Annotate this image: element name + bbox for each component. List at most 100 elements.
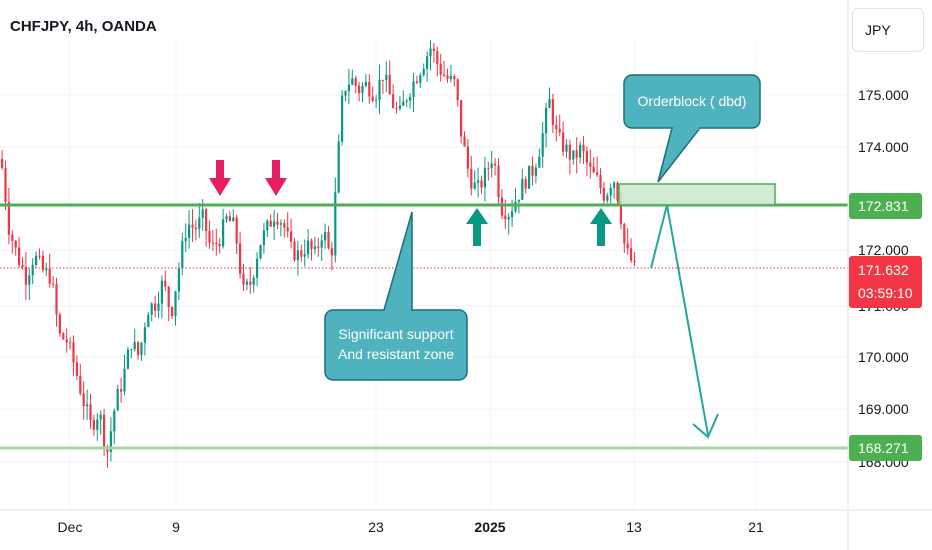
candle-body: [358, 85, 361, 94]
candle-body: [497, 165, 500, 198]
candle-body: [58, 314, 61, 334]
candle-body: [24, 267, 27, 285]
candle-body: [585, 150, 588, 163]
candle-body: [490, 163, 493, 169]
candle-body: [38, 255, 41, 257]
currency-selector[interactable]: JPY: [852, 8, 924, 52]
candle-body: [473, 182, 476, 189]
candle-body: [487, 167, 490, 169]
candle-body: [72, 342, 75, 363]
support-callout-join: [385, 308, 411, 312]
candle-body: [96, 419, 99, 430]
candle-body: [463, 136, 466, 147]
candle-body: [235, 217, 238, 244]
candle-body: [313, 246, 316, 249]
candle-body: [283, 223, 286, 228]
candle-body: [286, 227, 289, 232]
candle-body: [191, 224, 194, 228]
candle-body: [188, 224, 191, 238]
candle-body: [630, 248, 633, 261]
candle-body: [157, 303, 160, 311]
candle-body: [613, 182, 616, 188]
candle-body: [480, 180, 483, 188]
support-callout-pointer: [383, 211, 413, 311]
candle-body: [602, 187, 605, 201]
candle-body: [341, 95, 344, 142]
candle-body: [290, 231, 293, 242]
down-arrow-marker: [209, 160, 231, 196]
candle-body: [300, 250, 303, 257]
candle-body: [426, 56, 429, 69]
candle-body: [456, 79, 459, 101]
candle-body: [35, 255, 38, 265]
lower-price-badge: [849, 435, 922, 461]
candle-body: [579, 144, 582, 158]
candle-body: [596, 172, 599, 176]
candle-body: [7, 202, 10, 235]
candle-body: [126, 349, 129, 369]
candle-body: [364, 81, 367, 86]
candle-body: [1, 159, 4, 168]
candle-body: [398, 105, 401, 109]
candle-body: [385, 74, 388, 81]
candle-body: [626, 243, 629, 249]
candle-body: [582, 144, 585, 151]
countdown-text: 03:59:10: [858, 285, 913, 301]
candle-body: [460, 100, 463, 137]
candle-body: [232, 217, 235, 222]
candle-body: [551, 98, 554, 125]
candle-body: [361, 85, 364, 94]
support-callout-text: Significant support: [338, 326, 453, 342]
candle-body: [215, 242, 218, 245]
x-tick-label: Dec: [58, 519, 83, 535]
candle-body: [589, 162, 592, 167]
candle-body: [256, 258, 259, 278]
candle-body: [354, 78, 357, 86]
candle-body: [269, 220, 272, 227]
candle-body: [575, 150, 578, 158]
candle-body: [572, 150, 575, 160]
candle-body: [368, 81, 371, 97]
candle-body: [177, 268, 180, 292]
candle-body: [262, 230, 265, 246]
candle-body: [412, 81, 415, 98]
currency-label: JPY: [865, 22, 891, 38]
x-tick-label: 9: [172, 519, 180, 535]
candle-body: [55, 284, 58, 315]
candle-body: [592, 166, 595, 173]
candle-body: [69, 342, 72, 344]
candle-body: [504, 215, 507, 220]
candle-body: [171, 307, 174, 316]
candle-body: [120, 389, 123, 392]
candle-body: [245, 281, 248, 285]
candle-body: [89, 404, 92, 420]
candle-body: [99, 414, 102, 420]
candle-body: [11, 234, 14, 241]
orderblock-callout-text: Orderblock ( dbd): [638, 93, 747, 109]
candle-body: [606, 195, 609, 201]
candle-body: [378, 79, 381, 100]
candle-body: [568, 144, 571, 160]
candle-body: [222, 219, 225, 247]
candle-body: [439, 63, 442, 75]
candle-body: [528, 165, 531, 189]
candle-body: [531, 165, 534, 176]
candle-body: [113, 410, 116, 432]
candle-body: [446, 75, 449, 80]
candle-body: [344, 91, 347, 96]
candle-body: [317, 246, 320, 248]
candle-body: [415, 81, 418, 83]
orderblock-callout-pointer: [657, 127, 702, 183]
candle-body: [599, 175, 602, 188]
lower-price-text: 168.271: [858, 440, 909, 456]
candle-body: [4, 167, 7, 203]
candle-body: [303, 254, 306, 257]
candle-body: [307, 240, 310, 255]
candle-body: [150, 303, 153, 315]
up-arrow-marker: [466, 208, 488, 246]
candle-body: [429, 48, 432, 57]
candle-body: [422, 68, 425, 76]
candle-body: [534, 167, 537, 176]
candle-body: [402, 101, 405, 106]
